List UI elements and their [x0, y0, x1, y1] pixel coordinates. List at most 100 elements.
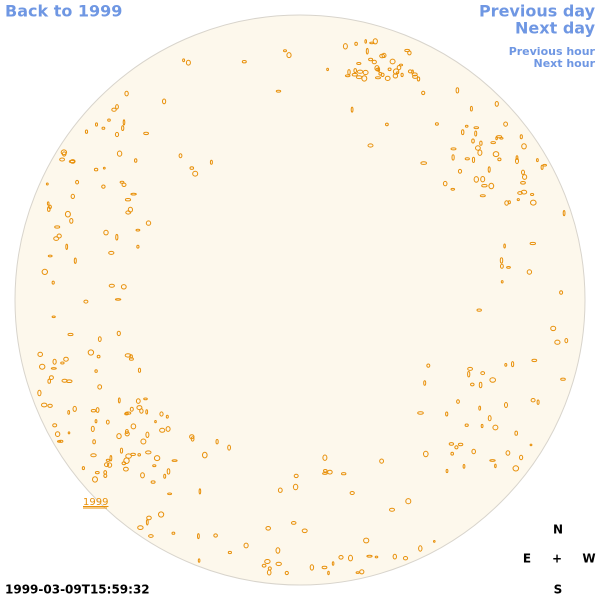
- contour: [93, 167, 99, 172]
- contour: [479, 194, 486, 198]
- contour: [421, 90, 426, 96]
- contour: [116, 330, 121, 337]
- contour: [94, 471, 100, 475]
- contour: [418, 545, 423, 552]
- contour: [519, 134, 523, 140]
- contour: [94, 419, 98, 424]
- contour: [124, 431, 130, 437]
- contour: [59, 157, 65, 162]
- contour: [283, 49, 287, 53]
- contour: [293, 473, 299, 479]
- contour: [108, 250, 115, 255]
- contour: [389, 58, 396, 65]
- previous-hour-link[interactable]: Previous hour: [509, 45, 596, 58]
- compass-south: S: [554, 583, 563, 597]
- contour: [37, 389, 42, 397]
- contour: [119, 447, 124, 454]
- contour: [125, 453, 132, 459]
- contour: [473, 126, 480, 130]
- contour: [372, 38, 378, 45]
- contour: [550, 325, 557, 332]
- contour: [146, 515, 152, 521]
- contour: [198, 488, 202, 495]
- contour: [137, 525, 144, 530]
- contour: [531, 358, 538, 363]
- contour: [65, 243, 69, 251]
- contour: [81, 466, 86, 471]
- contour: [559, 290, 564, 295]
- contour: [153, 455, 161, 462]
- contour: [290, 521, 297, 525]
- contour: [467, 366, 474, 371]
- contour: [309, 564, 315, 571]
- contour: [41, 268, 48, 275]
- contour: [165, 414, 169, 419]
- contour: [507, 200, 511, 205]
- contour: [356, 62, 362, 65]
- contour: [105, 419, 110, 425]
- contour: [261, 563, 267, 568]
- contour: [115, 233, 119, 241]
- contour: [515, 157, 519, 165]
- contour: [63, 356, 69, 362]
- contour: [68, 159, 76, 164]
- contour: [405, 498, 412, 505]
- contour: [109, 455, 113, 462]
- contour: [167, 492, 173, 496]
- contour: [116, 433, 122, 440]
- contour: [103, 473, 108, 478]
- contour: [457, 168, 463, 174]
- contour: [536, 399, 540, 405]
- contour: [101, 126, 106, 130]
- contour: [129, 406, 134, 412]
- contour: [505, 450, 511, 456]
- contour: [284, 570, 289, 576]
- contour: [159, 427, 166, 433]
- contour: [506, 266, 511, 269]
- compass-east: E: [523, 552, 531, 566]
- next-day-link[interactable]: Next day: [515, 19, 596, 38]
- contour: [520, 189, 528, 195]
- contour: [350, 106, 354, 113]
- contour: [135, 398, 141, 404]
- contour: [469, 105, 473, 112]
- contour: [456, 399, 460, 404]
- contour: [450, 187, 456, 191]
- contour: [105, 458, 111, 462]
- contour: [124, 198, 132, 202]
- contour: [104, 462, 110, 468]
- contour: [140, 438, 147, 445]
- previous-day-link[interactable]: Previous day: [479, 2, 596, 21]
- contour: [145, 431, 150, 438]
- contour: [275, 89, 282, 93]
- contour: [355, 571, 360, 574]
- contour: [478, 405, 482, 411]
- contour: [37, 351, 44, 357]
- contour: [136, 405, 143, 411]
- contour: [402, 556, 409, 561]
- contour: [51, 315, 56, 319]
- contour: [69, 218, 74, 224]
- contour: [286, 52, 292, 59]
- back-link[interactable]: Back to 1999: [5, 2, 122, 21]
- disk-label[interactable]: 1999: [83, 497, 108, 508]
- contour: [135, 228, 141, 232]
- contour: [143, 131, 150, 136]
- contour: [121, 182, 127, 188]
- contour: [50, 367, 57, 370]
- contour: [124, 353, 132, 358]
- contour: [114, 131, 120, 138]
- contour: [47, 254, 53, 258]
- contour: [522, 174, 528, 180]
- contour: [474, 130, 478, 137]
- contour: [159, 411, 164, 417]
- contour: [489, 377, 497, 383]
- contour: [47, 403, 53, 408]
- contour: [171, 459, 178, 462]
- contour: [341, 472, 347, 476]
- next-hour-link[interactable]: Next hour: [534, 57, 596, 70]
- contour: [192, 170, 199, 177]
- contour: [162, 98, 167, 105]
- contour: [368, 57, 374, 62]
